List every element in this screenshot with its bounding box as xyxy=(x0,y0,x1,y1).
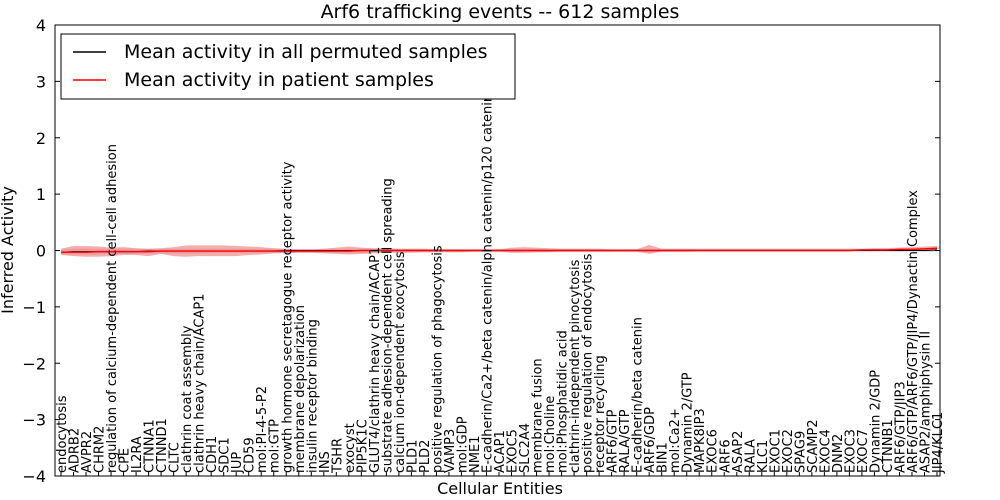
x-tick-label: KLC1 xyxy=(756,440,771,473)
y-tick-label: −3 xyxy=(22,411,46,430)
x-tick-label: endocytosis xyxy=(55,395,70,473)
y-tick-label: −2 xyxy=(22,354,46,373)
x-tick-label: VAMP3 xyxy=(443,429,458,473)
x-tick-label: JIP4/KLC1 xyxy=(931,412,946,474)
x-tick-label: AVPR2 xyxy=(80,431,95,473)
x-tick-label: SCAMP2 xyxy=(806,419,821,473)
x-axis-label: Cellular Entities xyxy=(437,479,563,498)
plot-frame xyxy=(54,24,941,477)
x-tick-label: EXOC1 xyxy=(768,429,783,473)
x-tick-label: receptor recycling xyxy=(593,355,608,473)
x-tick-label: insulin receptor binding xyxy=(305,319,320,473)
x-tick-label: mol:Choline xyxy=(543,396,558,473)
x-tick-label: ASAP2/amphiphysin II xyxy=(918,331,933,473)
x-tick-label: SLC2A4 xyxy=(518,423,533,473)
legend: Mean activity in all permuted samples Mea… xyxy=(60,33,516,100)
x-tick-label: mol:Phosphatidic acid xyxy=(556,330,571,473)
y-tick-label: 4 xyxy=(36,16,46,35)
x-tick-label: membrane fusion xyxy=(531,358,546,473)
x-tick-label: EXOC4 xyxy=(818,429,833,473)
x-tick-label: EXOC3 xyxy=(843,429,858,473)
x-tick-label: JUP xyxy=(230,452,245,474)
x-tick-label: EXOC2 xyxy=(781,429,796,473)
x-tick-label: SPAG9 xyxy=(793,431,808,473)
x-tick-label: CTNNB1 xyxy=(881,419,896,473)
x-tick-label: GLUT4/clathrin heavy chain/ACAP1 xyxy=(368,247,383,473)
x-tick-label: clathrin coat assembly xyxy=(180,325,195,473)
chart-title: Arf6 trafficking events -- 612 samples xyxy=(321,1,680,23)
x-tick-label: IL2RA xyxy=(130,436,145,473)
x-tick-label: EXOC6 xyxy=(706,429,721,473)
x-tick-label: membrane depolarization xyxy=(293,305,308,473)
x-tick-label: PLD1 xyxy=(405,440,420,473)
x-tick-label: clathrin-independent pinocytosis xyxy=(568,259,583,473)
x-tick-label: TSHR xyxy=(330,438,345,474)
x-tick-label: positive regulation of endocytosis xyxy=(581,253,596,473)
x-tick-label: BIN1 xyxy=(656,442,671,473)
x-tick-label: RALA/GTP xyxy=(618,409,633,473)
x-tick-label: E-cadherin/beta catenin xyxy=(631,317,646,473)
x-tick-label: NME1 xyxy=(468,436,483,473)
x-tick-label: ARF6/GTP/ARF6/GTP/JIP4/Dynactin Complex xyxy=(906,190,921,473)
x-tick-label: RALA xyxy=(743,439,758,473)
x-tick-label: CD59 xyxy=(243,437,258,473)
x-tick-label: DNM2 xyxy=(831,434,846,473)
x-tick-label: EXOC5 xyxy=(506,429,521,473)
x-tick-label: CTNNA1 xyxy=(143,419,158,473)
x-tick-label: INS xyxy=(318,451,333,473)
x-tick-label: ARF6/GTP xyxy=(606,409,621,473)
y-tick-label: 0 xyxy=(36,242,46,261)
x-tick-label: clathrin heavy chain/ACAP1 xyxy=(193,294,208,473)
x-tick-label: growth hormone secretagogue receptor act… xyxy=(280,161,295,473)
y-axis-label: Inferred Activity xyxy=(0,186,17,314)
y-tick-label: 1 xyxy=(36,185,46,204)
series-lines xyxy=(60,247,938,253)
x-tick-label: E-cadherin/Ca2+/beta catenin/alpha caten… xyxy=(480,94,495,473)
series-line-patient xyxy=(61,247,938,253)
x-tick-label: ASAP2 xyxy=(731,431,746,473)
x-tick-label: positive regulation of phagocytosis xyxy=(430,245,445,473)
y-tick-label: 3 xyxy=(36,72,46,91)
x-tick-label: calcium ion-dependent exocytosis xyxy=(393,251,408,473)
x-tick-label: PLD2 xyxy=(418,440,433,473)
y-axis-ticks: −4 −3 −2 −1 0 1 2 3 4 xyxy=(22,16,940,486)
x-tick-label: CLTC xyxy=(168,442,183,473)
x-tick-label: substrate adhesion-dependent cell spread… xyxy=(380,178,395,473)
y-tick-label: −4 xyxy=(22,467,46,486)
x-tick-label: CTNND1 xyxy=(155,418,170,473)
x-tick-label: CPE xyxy=(118,448,133,473)
y-tick-label: 2 xyxy=(36,129,46,148)
legend-label: Mean activity in patient samples xyxy=(124,69,434,91)
x-tick-label: MAPK8IP3 xyxy=(693,408,708,473)
x-tick-label: CHRM2 xyxy=(93,426,108,473)
x-tick-label: ARF6 xyxy=(718,439,733,473)
legend-box xyxy=(60,33,516,100)
x-tick-label: SDC1 xyxy=(218,437,233,473)
x-tick-label: ADRB2 xyxy=(68,428,83,473)
x-tick-label: exocyst xyxy=(343,423,358,473)
x-tick-label: mol:Ca2+ xyxy=(668,408,683,473)
x-tick-label: CDH1 xyxy=(205,436,220,473)
x-tick-label: EXOC7 xyxy=(856,429,871,473)
x-tick-label: ARF6/GDP xyxy=(643,407,658,473)
x-tick-label: Dynamin 2/GTP xyxy=(681,372,696,473)
y-tick-label: −1 xyxy=(22,298,46,317)
x-tick-label: regulation of calcium-dependent cell-cel… xyxy=(105,144,120,473)
x-tick-label: mol:GTP xyxy=(268,419,283,473)
x-tick-label: mol:PI-4-5-P2 xyxy=(255,386,270,473)
x-tick-label: Dynamin 2/GDP xyxy=(868,370,883,473)
legend-label: Mean activity in all permuted samples xyxy=(124,41,487,63)
x-tick-label: ARF6/GTP/JIP3 xyxy=(893,381,908,473)
x-tick-label: mol:GDP xyxy=(455,416,470,473)
x-tick-label: ACAP1 xyxy=(493,430,508,473)
x-tick-label: PIP5K1C xyxy=(355,419,370,473)
